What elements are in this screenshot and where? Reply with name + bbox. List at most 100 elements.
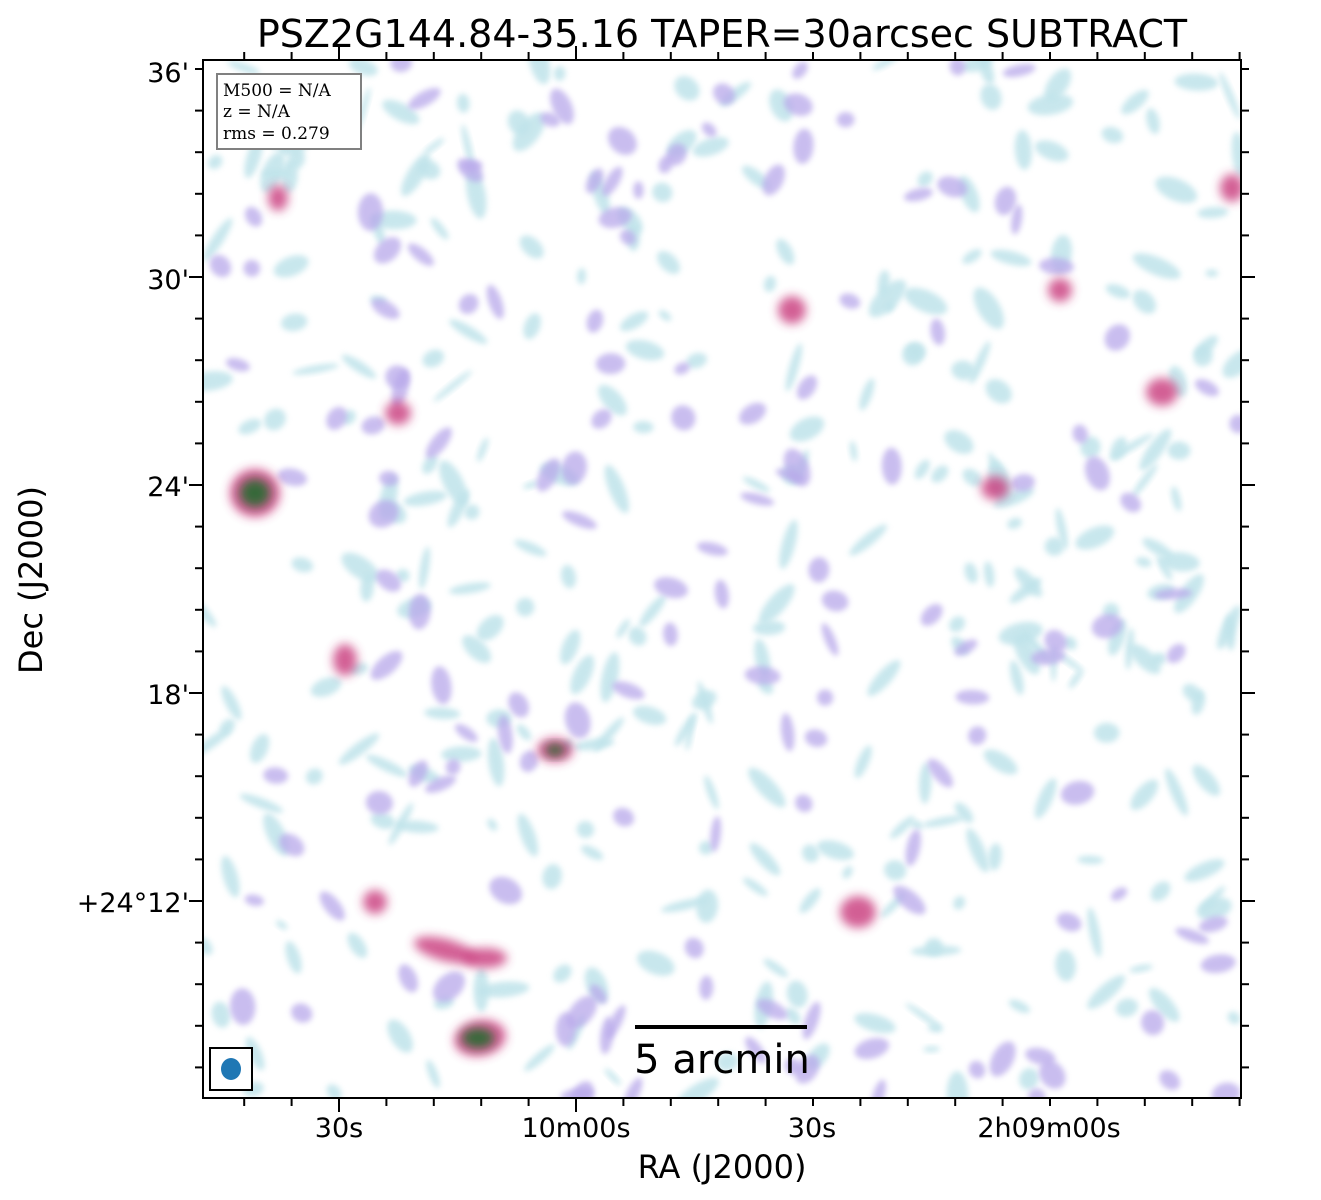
- y-axis-label: Dec (J2000): [12, 486, 50, 674]
- noise-blob: [951, 360, 976, 381]
- noise-blob: [348, 60, 378, 76]
- noise-blob: [671, 405, 696, 431]
- noise-blob: [881, 447, 902, 485]
- noise-blob: [1104, 324, 1131, 351]
- noise-blob: [749, 842, 781, 876]
- noise-blob: [1166, 643, 1186, 664]
- noise-blob: [1014, 129, 1032, 170]
- noise-blob: [616, 618, 631, 639]
- noise-blob: [1148, 987, 1180, 1022]
- beam-ellipse: [221, 1058, 241, 1080]
- noise-blob: [407, 243, 434, 266]
- noise-blob: [1135, 557, 1152, 568]
- noise-blob: [361, 416, 385, 435]
- noise-blob: [425, 775, 456, 793]
- noise-blob: [714, 579, 729, 609]
- noise-blob: [612, 681, 645, 700]
- noise-blob: [238, 418, 262, 435]
- noise-blob: [1063, 636, 1077, 650]
- x-tick-label: 30s: [315, 1113, 363, 1144]
- noise-blob: [816, 689, 834, 706]
- noise-blob: [801, 844, 820, 863]
- noise-blob: [456, 93, 470, 113]
- noise-blob: [740, 492, 775, 506]
- noise-blob: [961, 60, 994, 73]
- noise-blob: [1142, 538, 1173, 559]
- noise-blob: [1196, 897, 1232, 921]
- noise-blob: [273, 255, 309, 278]
- noise-blob: [225, 358, 250, 372]
- noise-blob: [792, 61, 808, 79]
- noise-blob: [432, 971, 466, 1003]
- noise-blob: [516, 724, 532, 741]
- noise-blob: [462, 635, 492, 664]
- noise-blob: [604, 1068, 621, 1086]
- noise-blob: [697, 681, 713, 724]
- noise-blob: [448, 582, 491, 595]
- noise-blob: [1121, 89, 1149, 115]
- noise-blob: [203, 728, 231, 758]
- source-blob: [840, 896, 876, 928]
- noise-blob: [1200, 954, 1236, 974]
- noise-blob: [816, 840, 854, 861]
- noise-blob: [968, 1060, 986, 1079]
- noise-blob: [519, 750, 539, 772]
- noise-blob: [1077, 855, 1104, 865]
- noise-blob: [229, 988, 256, 1025]
- noise-blob: [742, 476, 771, 493]
- noise-blob: [1027, 93, 1074, 116]
- noise-blob: [937, 176, 968, 198]
- noise-blob: [652, 182, 673, 203]
- noise-blob: [884, 860, 907, 881]
- axis-ticks: [189, 46, 1255, 1112]
- noise-blob: [795, 794, 813, 813]
- scale-bar: 5 arcmin: [634, 1025, 810, 1083]
- plot-frame: [202, 59, 1242, 1099]
- noise-blob: [1072, 424, 1088, 444]
- noise-blob: [954, 802, 974, 823]
- noise-blob: [390, 60, 412, 73]
- noise-blob: [955, 689, 990, 705]
- noise-blob: [398, 964, 419, 993]
- source-blob: [1146, 378, 1178, 406]
- noise-blob: [326, 406, 347, 430]
- noise-blob: [910, 945, 962, 956]
- y-tick-label: 18': [147, 680, 189, 711]
- noise-blob: [762, 164, 785, 196]
- noise-blob: [632, 705, 667, 725]
- noise-blob: [745, 1036, 767, 1064]
- noise-blob: [1229, 414, 1241, 434]
- noise-blob: [962, 468, 983, 487]
- source-blob: [463, 948, 507, 968]
- noise-blob: [804, 729, 828, 748]
- noise-blob: [370, 650, 403, 680]
- noise-blob: [744, 666, 781, 685]
- noise-blob: [931, 465, 949, 483]
- noise-blob: [519, 235, 544, 259]
- noise-blob: [954, 639, 978, 656]
- noise-blob: [927, 758, 954, 788]
- noise-blob: [422, 349, 445, 368]
- noise-blob: [203, 218, 233, 262]
- noise-blob: [870, 1079, 886, 1098]
- noise-blob: [516, 597, 535, 617]
- noise-blob: [1091, 613, 1123, 639]
- noise-blob: [512, 112, 546, 152]
- noise-blob: [1093, 722, 1120, 743]
- noise-blob: [623, 1077, 643, 1098]
- noise-blob: [674, 362, 690, 375]
- y-tick-label: +24°12': [77, 888, 189, 919]
- noise-blob: [396, 568, 410, 583]
- noise-blob: [969, 341, 991, 385]
- noise-blob: [570, 654, 595, 695]
- noise-blob: [291, 1003, 313, 1023]
- noise-blob: [613, 807, 635, 827]
- noise-blob: [779, 519, 798, 569]
- noise-blob: [905, 829, 921, 867]
- noise-blob: [872, 60, 898, 70]
- noise-blob: [656, 250, 681, 275]
- noise-blob: [408, 593, 431, 630]
- noise-blob: [1130, 779, 1159, 811]
- source-blob: [413, 936, 477, 964]
